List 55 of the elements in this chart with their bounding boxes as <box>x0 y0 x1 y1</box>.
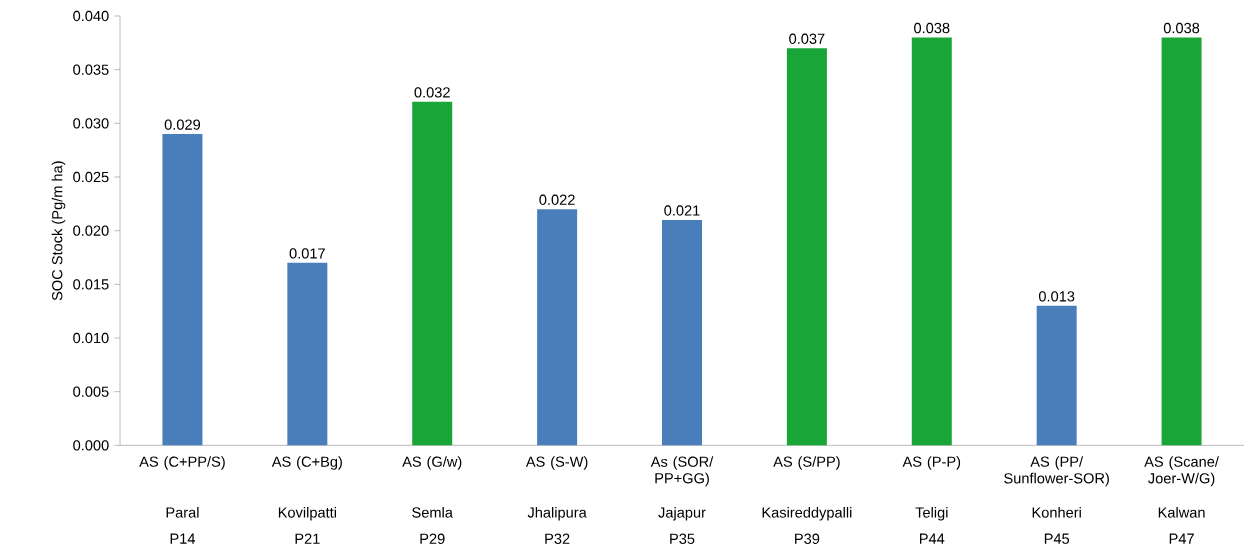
text: Kalwan <box>1158 506 1205 518</box>
data-label: 0.022 <box>539 194 575 205</box>
bar <box>786 48 827 446</box>
x-tick-label: AS (C+Bg) <box>271 456 342 470</box>
data-label: 0.038 <box>914 22 950 34</box>
bar <box>287 262 328 446</box>
bar <box>662 219 703 446</box>
x-tick-label: AS (G/w) <box>402 456 462 470</box>
x-tick-label: AS (P-P) <box>902 456 961 470</box>
y-tick-label: 0.030 <box>73 118 109 129</box>
bar <box>162 134 203 446</box>
text: Teligi <box>915 506 948 521</box>
text: Paral <box>166 506 199 518</box>
text: Jajapur <box>658 506 706 521</box>
text: Semla <box>412 506 453 518</box>
x-tick-label: AS (Scane/ Joer-W/G) <box>1144 456 1219 487</box>
data-label: 0.017 <box>289 248 325 259</box>
text: Kasireddypalli <box>762 506 852 521</box>
x-tick-label: AS (PP/ Sunflower-SOR) <box>1004 456 1109 487</box>
y-tick-label: 0.005 <box>73 386 109 397</box>
text: P14 <box>170 533 195 544</box>
text: P21 <box>295 533 320 544</box>
y-tick-label: 0.040 <box>73 10 109 22</box>
bar <box>1036 305 1077 446</box>
bar <box>911 37 952 446</box>
text: P32 <box>545 533 570 544</box>
y-tick-label: 0.015 <box>73 279 109 290</box>
data-label: 0.038 <box>1163 22 1200 34</box>
y-tick-label: 0.035 <box>73 64 109 75</box>
bar <box>537 209 578 446</box>
x-tick-label: As (SOR/ PP+GG) <box>650 456 714 487</box>
text: P44 <box>919 533 945 544</box>
text: Kovilpatti <box>278 506 336 521</box>
text: P29 <box>420 533 445 544</box>
data-label: 0.021 <box>664 205 700 216</box>
y-tick-label: 0.020 <box>73 225 109 236</box>
text: P35 <box>670 533 695 544</box>
bar <box>412 101 453 446</box>
data-label: 0.013 <box>1038 291 1075 302</box>
data-label: 0.029 <box>164 119 201 130</box>
y-tick-label: 0.000 <box>73 440 109 451</box>
x-tick-label: AS (C+PP/S) <box>139 456 225 470</box>
data-label: 0.037 <box>789 33 825 44</box>
y-tick-label: 0.025 <box>73 171 109 183</box>
text: P47 <box>1169 533 1194 544</box>
x-tick-label: AS (S/PP) <box>773 456 840 470</box>
text: P45 <box>1044 533 1070 544</box>
bar <box>1161 37 1202 446</box>
y-axis-title: SOC Stock (Pg/m ha) <box>51 161 66 301</box>
x-tick-label: AS (S-W) <box>525 456 588 470</box>
text: Konheri <box>1032 506 1081 518</box>
text: P39 <box>795 533 820 544</box>
y-tick-label: 0.010 <box>73 332 109 344</box>
data-label: 0.032 <box>414 87 450 98</box>
text: Jhalipura <box>527 506 587 521</box>
